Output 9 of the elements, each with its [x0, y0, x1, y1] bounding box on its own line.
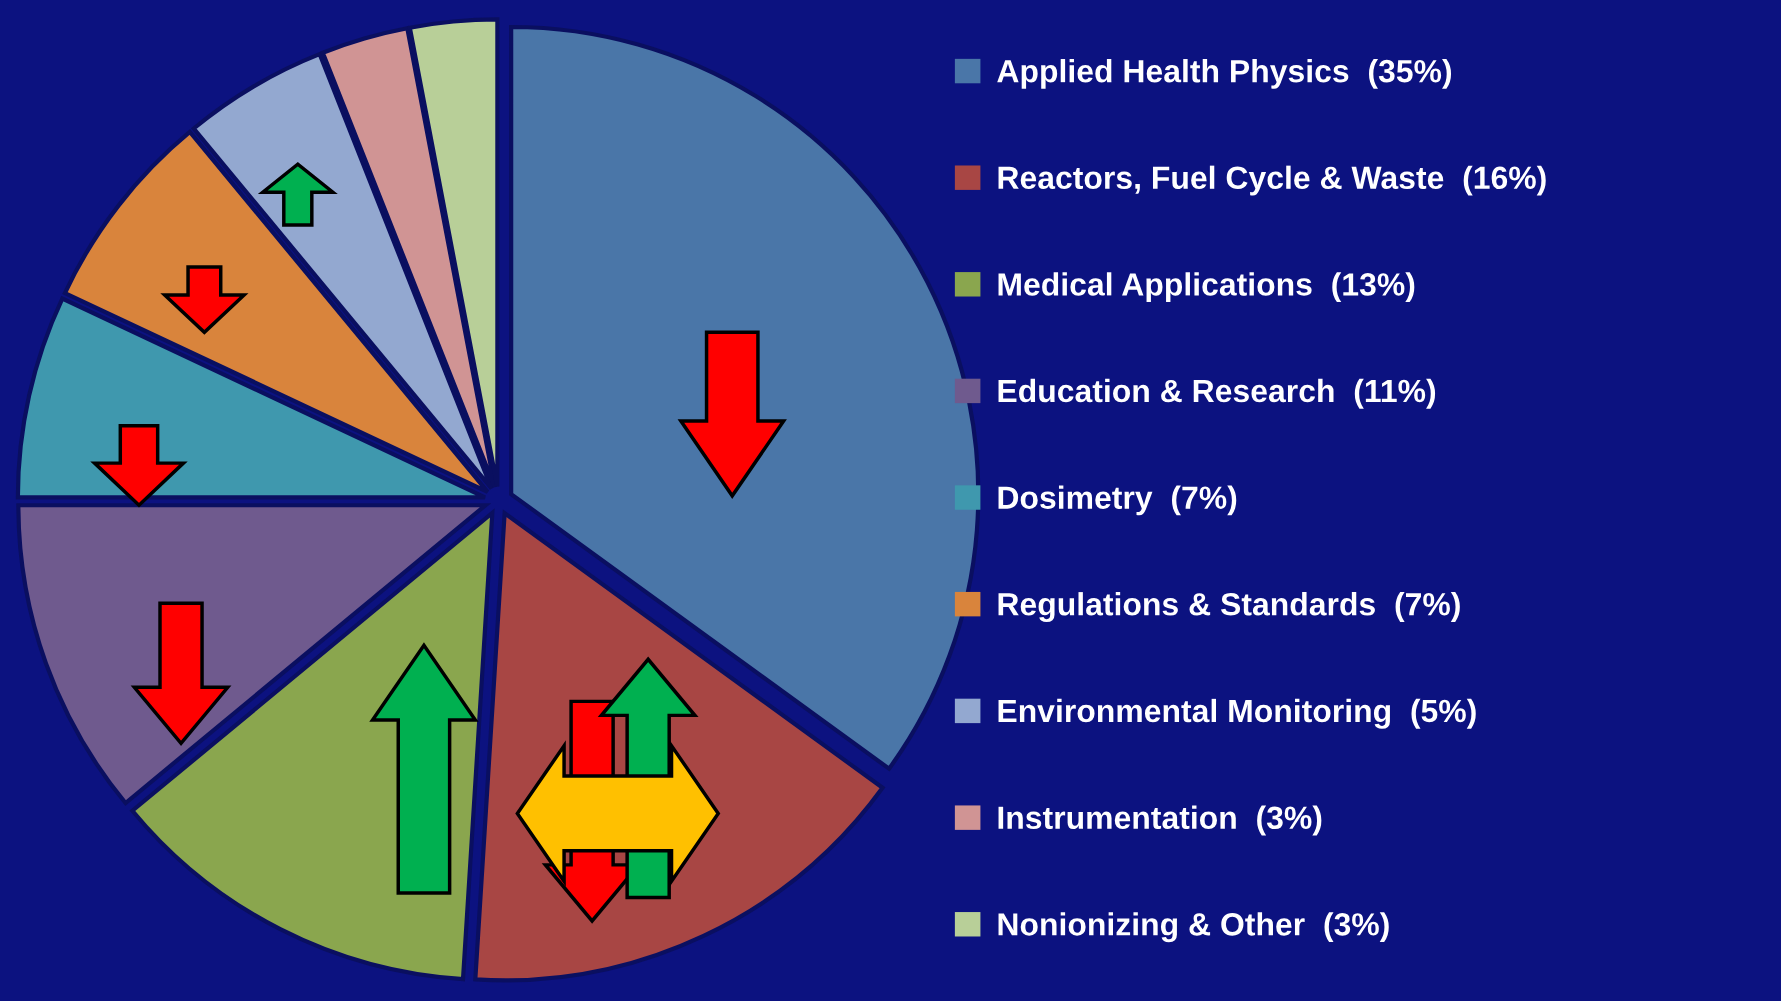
legend-label: Applied Health Physics (35%) — [997, 59, 1452, 89]
legend-label: Education & Research (11%) — [998, 378, 1436, 409]
legend-label: Regulations & Standards (7%) — [998, 592, 1460, 623]
legend-label: Nonionizing & Other (3%) — [998, 912, 1389, 943]
legend-label: Environmental Monitoring (5%) — [998, 698, 1476, 729]
legend-label: Dosimetry (7%) — [998, 485, 1237, 516]
legend-label: Reactors, Fuel Cycle & Waste (16%) — [998, 165, 1546, 196]
legend-label: Medical Applications (13%) — [998, 272, 1415, 303]
legend-label: Instrumentation (3%) — [998, 805, 1322, 836]
